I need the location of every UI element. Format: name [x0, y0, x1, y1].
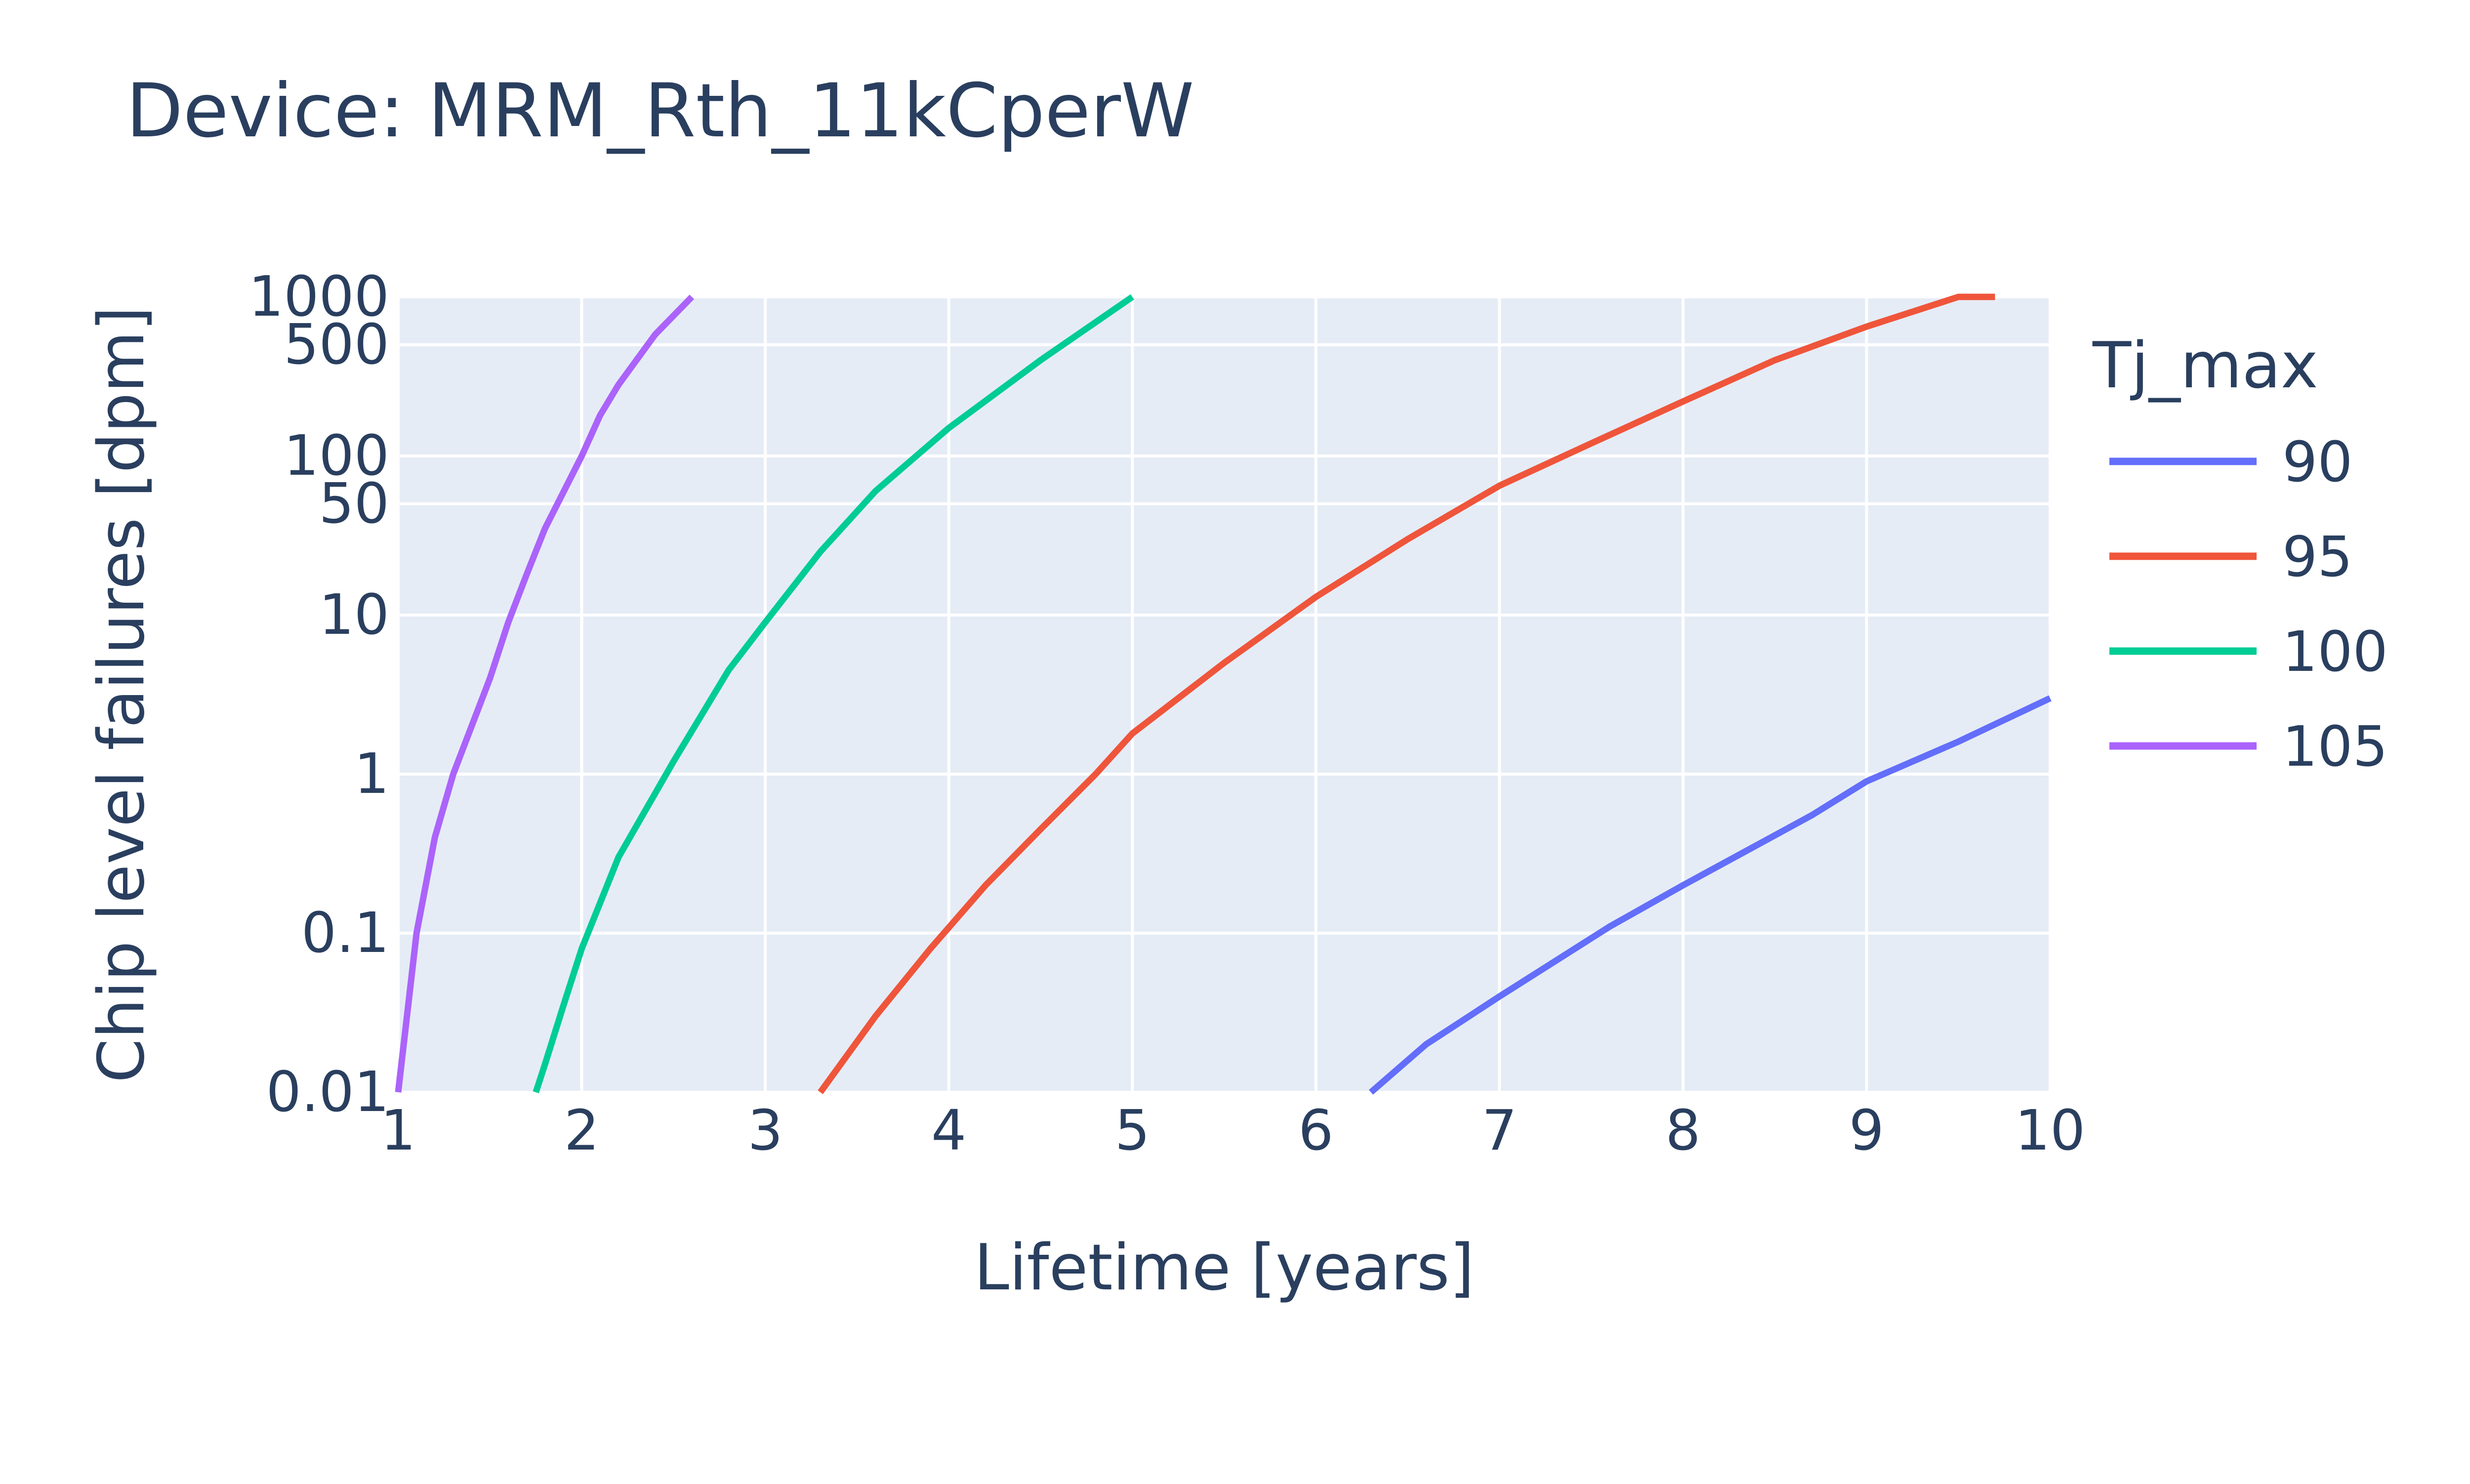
legend-title: Tj_max	[2092, 329, 2318, 403]
x-tick-label: 10	[2015, 1099, 2086, 1163]
y-gridlines	[398, 295, 2050, 1094]
x-tick-label: 3	[747, 1099, 782, 1163]
x-tick-label: 6	[1298, 1099, 1333, 1163]
y-tick-label: 50	[319, 472, 389, 536]
y-axis-label: Chip level failures [dpm]	[85, 306, 159, 1083]
legend-item-105: 105	[2282, 715, 2388, 779]
x-tick-label: 4	[931, 1099, 966, 1163]
x-tick-label: 5	[1115, 1099, 1150, 1163]
x-tick-label: 8	[1665, 1099, 1700, 1163]
chart-title: Device: MRM_Rth_11kCperW	[126, 68, 1194, 154]
y-tick-label: 10	[319, 583, 389, 647]
x-tick-label: 7	[1482, 1099, 1517, 1163]
legend-item-95: 95	[2282, 525, 2353, 589]
series-line-90	[1368, 695, 2052, 1095]
y-tick-label: 1000	[248, 265, 389, 329]
plot-background	[398, 297, 2050, 1092]
series-line-95	[818, 293, 1995, 1094]
x-axis-label: Lifetime [years]	[974, 1231, 1475, 1305]
series-line-100	[533, 294, 1134, 1094]
legend-item-100: 100	[2282, 620, 2388, 684]
x-tick-label: 2	[564, 1099, 599, 1163]
legend: Tj_max 90 95 100 105	[2092, 329, 2388, 779]
y-tick-label: 0.01	[266, 1060, 389, 1124]
y-tick-label: 1	[354, 742, 389, 806]
x-tick-labels: 1 2 3 4 5 6 7 8 9 10	[380, 1099, 2085, 1163]
x-tick-label: 9	[1849, 1099, 1884, 1163]
legend-item-90: 90	[2282, 430, 2353, 495]
y-tick-label: 500	[284, 313, 389, 377]
x-tick-label: 1	[380, 1099, 415, 1163]
series-lines	[395, 293, 2052, 1095]
y-tick-label: 0.1	[301, 901, 389, 965]
series-line-105	[395, 294, 695, 1093]
y-tick-label: 100	[284, 424, 389, 488]
